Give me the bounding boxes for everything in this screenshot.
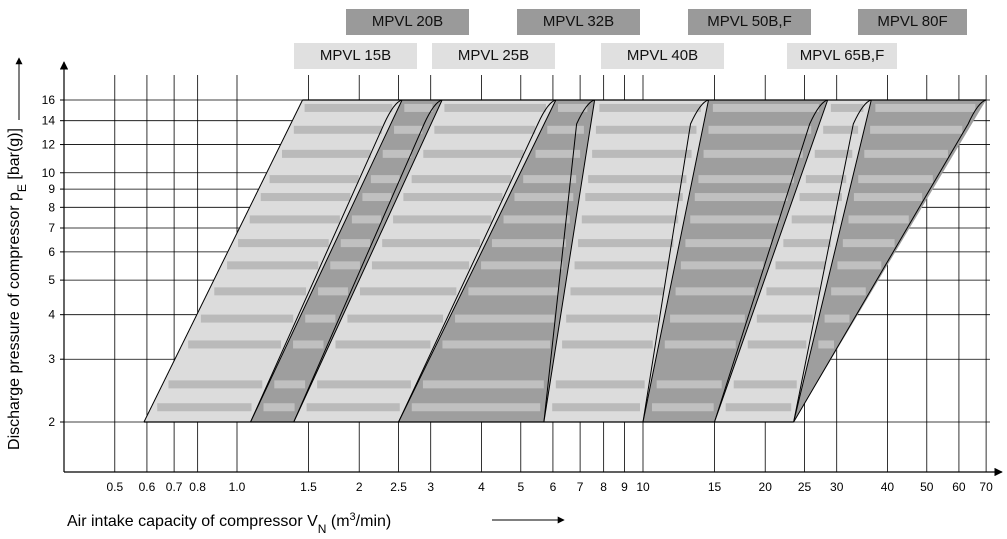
x-tick-label: 6 [550, 480, 557, 494]
band-mpvl-15b [143, 99, 403, 423]
x-tick-label: 2 [356, 480, 363, 494]
band-mpvl-40b [543, 99, 709, 423]
x-tick-label: 50 [920, 480, 934, 494]
x-tick-label: 70 [979, 480, 993, 494]
legend-mpvl-15b: MPVL 15B [294, 43, 417, 69]
y-tick-label: 12 [42, 138, 56, 152]
x-tick-label: 0.5 [106, 480, 123, 494]
x-tick-label: 8 [600, 480, 607, 494]
x-tick-label: 60 [952, 480, 966, 494]
x-tick-label: 20 [759, 480, 773, 494]
legend-mpvl-32b: MPVL 32B [517, 9, 640, 35]
legend-mpvl-65bf: MPVL 65B,F [787, 43, 897, 69]
capacity-bands [143, 99, 987, 423]
x-tick-label: 4 [478, 480, 485, 494]
x-tick-label: 10 [636, 480, 650, 494]
y-tick-label: 3 [48, 352, 55, 366]
legend-mpvl-20b: MPVL 20B [346, 9, 469, 35]
y-tick-label: 2 [48, 415, 55, 429]
x-tick-label: 9 [621, 480, 628, 494]
y-tick-label: 16 [42, 93, 56, 107]
x-tick-label: 25 [798, 480, 812, 494]
x-tick-label: 5 [517, 480, 524, 494]
band-mpvl-50b-f [642, 99, 828, 423]
x-tick-label: 0.7 [166, 480, 183, 494]
y-tick-label: 10 [42, 166, 56, 180]
y-tick-label: 7 [48, 221, 55, 235]
band-mpvl-65b-f [714, 99, 872, 423]
y-tick-label: 5 [48, 273, 55, 287]
x-tick-labels: 0.5 0.6 0.7 0.8 1.0 1.5 2 2.5 3 4 5 6 7 8 9 10 15 20 25 30 4… [106, 480, 993, 494]
y-tick-label: 6 [48, 245, 55, 259]
x-tick-label: 3 [427, 480, 434, 494]
y-tick-label: 9 [48, 182, 55, 196]
x-tick-label: 1.0 [229, 480, 246, 494]
legend-mpvl-50bf: MPVL 50B,F [688, 9, 811, 35]
x-tick-label: 0.8 [189, 480, 206, 494]
band-mpvl-80f [793, 99, 987, 423]
x-tick-label: 30 [830, 480, 844, 494]
legend-mpvl-80f: MPVL 80F [858, 9, 967, 35]
axes [59, 61, 1003, 477]
x-tick-label: 2.5 [390, 480, 407, 494]
y-tick-label: 8 [48, 200, 55, 214]
band-mpvl-20b [250, 99, 443, 423]
y-tick-label: 14 [42, 114, 56, 128]
y-tick-labels: 2 3 4 5 6 7 8 9 10 12 14 16 [42, 93, 56, 429]
x-tick-label: 0.6 [139, 480, 156, 494]
x-axis-label: Air intake capacity of compressor VN (m3… [67, 511, 391, 534]
y-tick-label: 4 [48, 308, 55, 322]
x-tick-label: 1.5 [300, 480, 317, 494]
legend-mpvl-40b: MPVL 40B [601, 43, 724, 69]
x-tick-label: 15 [708, 480, 722, 494]
x-tick-label: 7 [577, 480, 584, 494]
y-axis-label: Discharge pressure of compressor pE [bar… [6, 128, 29, 450]
band-mpvl-32b [398, 99, 595, 423]
legend-mpvl-25b: MPVL 25B [432, 43, 555, 69]
band-mpvl-25b [293, 99, 557, 423]
x-tick-label: 40 [881, 480, 895, 494]
